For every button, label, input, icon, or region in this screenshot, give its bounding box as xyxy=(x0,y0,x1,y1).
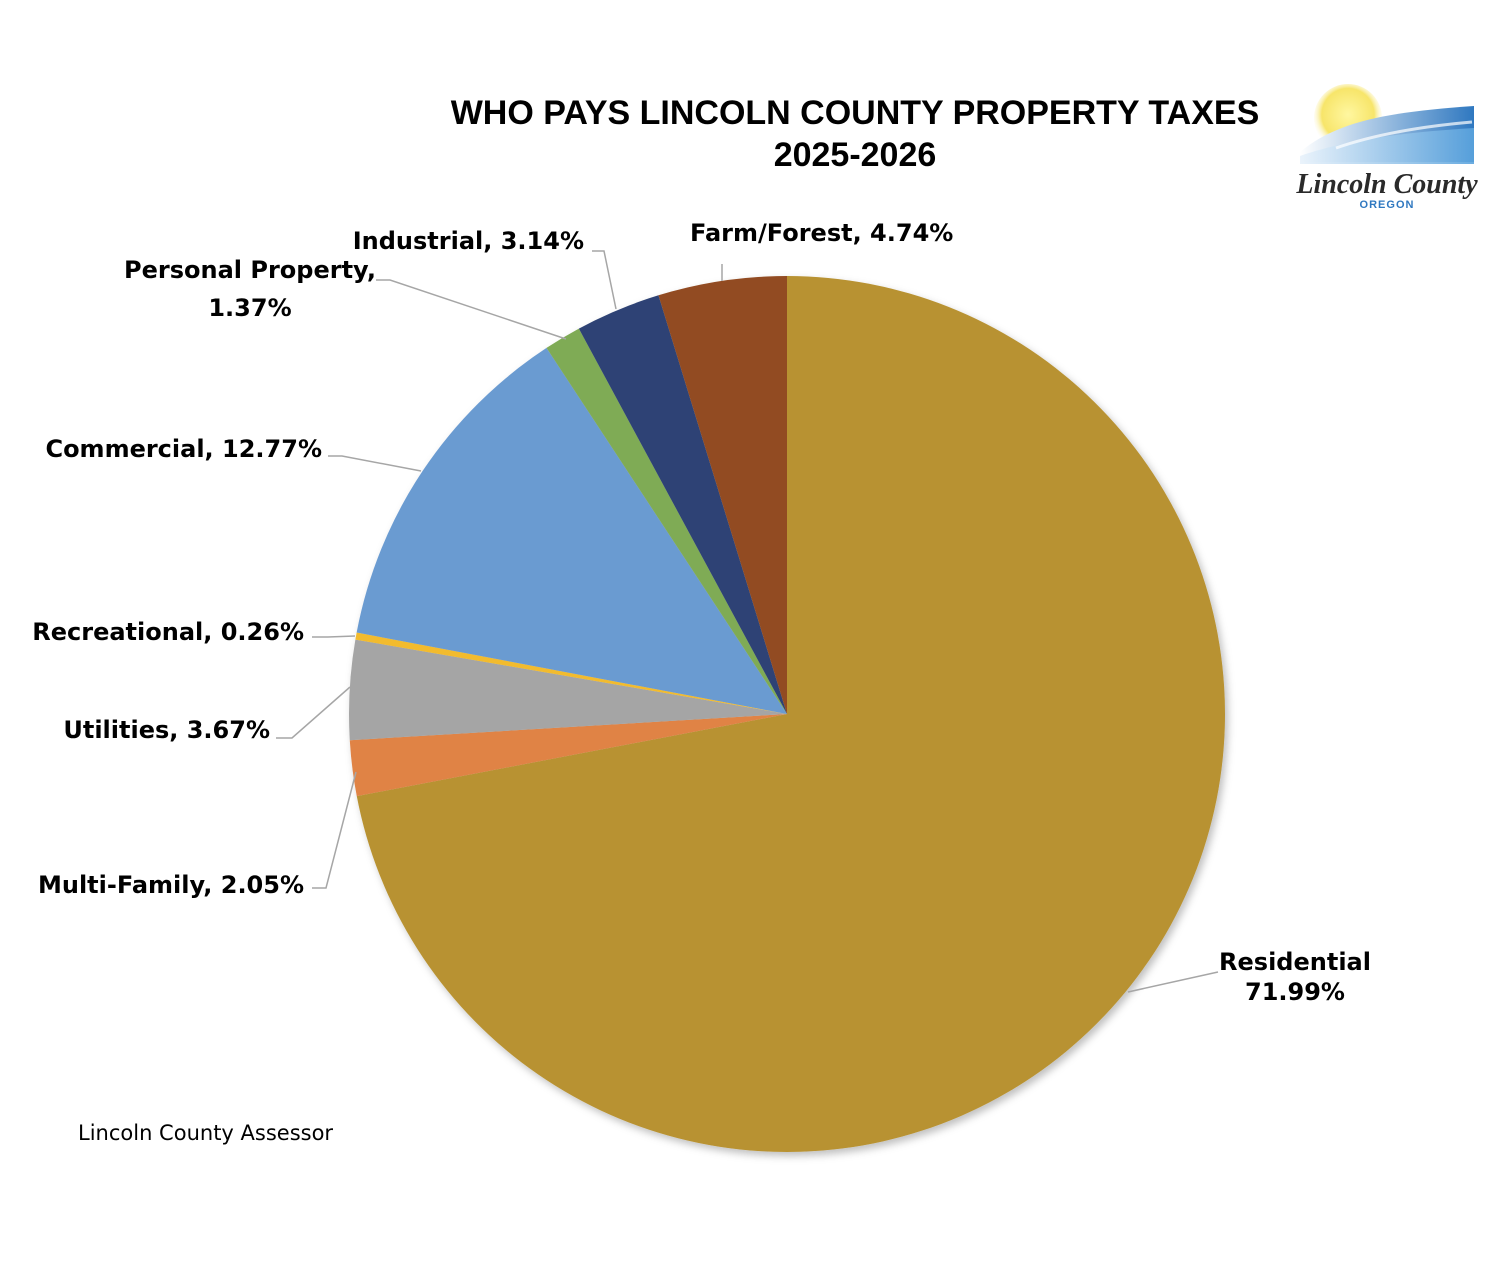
pie-slice-residential xyxy=(356,276,1226,1152)
slice-label-residential: Residential 71.99% xyxy=(1219,948,1371,1006)
leader-line xyxy=(328,455,422,472)
chart-title-line: WHO PAYS LINCOLN COUNTY PROPERTY TAXES xyxy=(450,94,1260,132)
slice-label-multi-family: Multi-Family, 2.05% xyxy=(38,871,304,899)
leader-line xyxy=(276,686,351,739)
pie-slice-utilities xyxy=(348,639,787,741)
pie-slice-farm-forest xyxy=(658,276,787,714)
pie-slice-industrial xyxy=(578,295,787,714)
slice-label-personal-property: Personal Property, 1.37% xyxy=(124,256,376,322)
pie-slice-recreational xyxy=(355,632,787,714)
pie-slice-multi-family xyxy=(349,714,787,797)
slice-label-farm-forest: Farm/Forest, 4.74% xyxy=(690,219,953,247)
source-note: Lincoln County Assessor xyxy=(78,1121,334,1145)
chart-subtitle: 2025-2026 xyxy=(773,136,937,174)
leader-line xyxy=(376,279,567,340)
pie-slice-commercial xyxy=(356,347,787,714)
chart-title: WHO PAYS LINCOLN COUNTY PROPERTY TAXES 2… xyxy=(355,92,1355,176)
slice-label-recreational: Recreational, 0.26% xyxy=(32,618,304,646)
logo-text: Lincoln County xyxy=(1296,169,1478,200)
leader-line xyxy=(1127,971,1219,993)
slice-label-commercial: Commercial, 12.77% xyxy=(45,435,322,463)
leader-line xyxy=(312,771,357,889)
lincoln-county-logo: Lincoln County OREGON xyxy=(1296,84,1478,211)
pie-slice-personal-property xyxy=(546,328,787,714)
logo-subtext: OREGON xyxy=(1360,199,1415,211)
leader-line xyxy=(312,635,356,638)
slice-label-utilities: Utilities, 3.67% xyxy=(63,716,270,744)
leader-line xyxy=(592,250,617,310)
slice-label-industrial: Industrial, 3.14% xyxy=(353,227,584,255)
